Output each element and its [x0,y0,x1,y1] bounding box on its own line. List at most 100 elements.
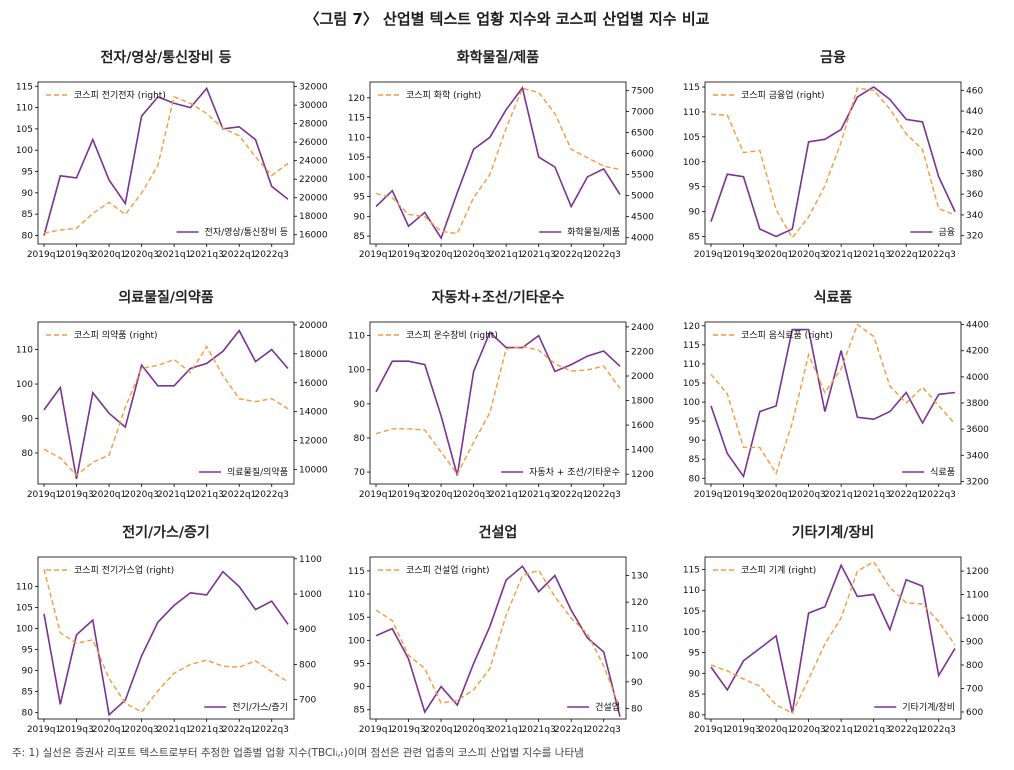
kospi-data-point [456,232,458,234]
y-right-tick-label: 1200 [966,567,989,577]
kospi-data-point [521,87,523,89]
text-data-point [521,565,523,567]
text-data-point [791,228,793,230]
chart-panel: 화학물질/제품 85 90 95 100 105 110 115 120 4000 4500 5000… [348,50,654,260]
text-data-point [456,704,458,706]
y-left-tick-label: 80 [354,434,366,444]
kospi-data-point [775,209,777,211]
kospi-data-point [407,654,409,656]
y-right-tick-label: 20000 [299,194,328,204]
plot-frame [37,556,295,720]
kospi-data-point [157,690,159,692]
kospi-data-point [759,446,761,448]
kospi-data-point [254,156,256,158]
text-data-point [856,595,858,597]
y-left-tick-label: 95 [689,183,700,193]
kospi-data-point [75,642,77,644]
text-data-point [407,658,409,660]
y-right-tick-label: 1400 [631,446,654,456]
y-left-tick-label: 110 [348,332,365,342]
kospi-data-point [287,681,289,683]
x-tick-label: 2020q1 [424,725,458,735]
kospi-index-line [375,345,621,476]
kospi-data-point [157,164,159,166]
text-data-point [43,409,45,411]
text-data-point [775,635,777,637]
y-right-tick-label: 12000 [299,437,328,447]
text-data-point [905,118,907,120]
x-tick-label: 2019q1 [694,250,728,260]
kospi-data-point [254,400,256,402]
kospi-data-point [775,472,777,474]
text-data-point [889,628,891,630]
y-right-tick-label: 18000 [299,350,328,360]
kospi-data-point [856,570,858,572]
x-tick-label: 2022q3 [922,725,956,735]
kospi-data-point [807,678,809,680]
y-right-tick-label: 3600 [966,425,989,435]
figure-title: 〈그림 7〉 산업별 텍스트 업황 지수와 코스피 산업별 지수 비교 [304,10,710,28]
x-tick-label: 2021q3 [856,725,890,735]
text-data-point [824,138,826,140]
kospi-data-point [807,216,809,218]
x-tick-label: 2022q3 [255,725,289,735]
y-right-tick-label: 1200 [631,470,654,480]
kospi-data-point [108,454,110,456]
legend-solid-label: 기타기계/장비 [902,701,955,713]
x-tick-label: 2021q1 [489,250,523,260]
text-data-point [921,585,923,587]
text-data-point [472,148,474,150]
x-tick-label: 2022q3 [255,490,289,500]
plot-frame [369,556,627,720]
chart-title: 금융 [820,50,846,66]
text-index-line [710,86,956,238]
kospi-data-point [238,666,240,668]
kospi-data-point [254,660,256,662]
kospi-data-point [905,133,907,135]
y-left-tick-label: 95 [22,646,33,656]
kospi-data-point [124,406,126,408]
y-left-tick-label: 115 [16,82,33,92]
y-left-tick-label: 80 [22,449,34,459]
kospi-data-point [173,672,175,674]
kospi-data-point [889,586,891,588]
y-right-tick-label: 32000 [299,83,328,93]
text-data-point [570,363,572,365]
y-right-tick-label: 700 [299,696,316,706]
kospi-data-point [92,212,94,214]
legend-solid-label: 건설업 [595,702,620,713]
kospi-data-point [872,89,874,91]
text-data-point [554,166,556,168]
y-right-tick-label: 460 [966,86,983,96]
text-data-point [375,634,377,636]
y-left-tick-label: 90 [354,683,366,693]
x-tick-label: 2019q1 [694,725,728,735]
y-right-tick-label: 4000 [966,373,989,383]
y-right-tick-label: 7000 [631,107,654,117]
kospi-data-point [173,358,175,360]
legend-dashed-label: 코스피 음식료품 (right) [741,330,833,341]
y-left-tick-label: 100 [683,398,700,408]
text-data-point [603,168,605,170]
chart-panel: 의료물질/의약품 80 90 100 110 10000 12000 14000 16000 18… [16,289,328,500]
text-data-point [570,205,572,207]
kospi-data-point [375,609,377,611]
chart-panel: 건설업 85 90 95 100 105 110 115 80 90 100 110 120 130 201… [348,524,649,735]
text-data-point [586,637,588,639]
y-left-tick-label: 70 [354,468,366,478]
kospi-data-point [921,386,923,388]
y-left-tick-label: 105 [683,379,700,389]
kospi-data-point [791,712,793,714]
chart-panel: 식료품 80 85 90 95 100 105 110 115 120 3200 3400 3600 38… [683,290,989,500]
kospi-data-point [189,102,191,104]
kospi-index-line [43,345,289,477]
text-data-point [775,235,777,237]
kospi-data-point [521,574,523,576]
y-left-tick-label: 115 [683,565,700,575]
y-left-tick-label: 115 [683,341,700,351]
text-index-line [710,328,956,479]
x-tick-label: 2019q1 [359,490,393,500]
legend-dashed-label: 코스피 건설업 (right) [406,565,490,576]
y-right-tick-label: 30000 [299,101,328,111]
plot-frame [37,81,295,245]
